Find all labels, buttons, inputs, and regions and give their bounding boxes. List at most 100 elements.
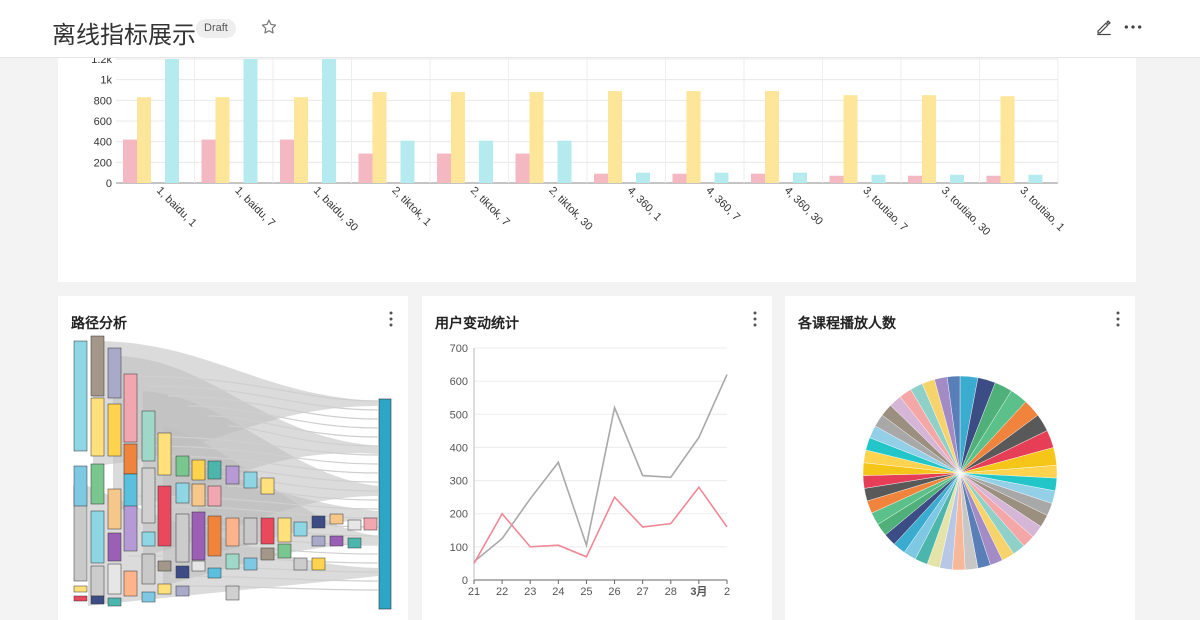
sankey-link	[127, 435, 379, 456]
sankey-node	[90, 565, 105, 597]
y-tick-label: 200	[450, 509, 468, 521]
sankey-node	[260, 547, 275, 561]
y-tick-label: 700	[450, 343, 468, 355]
bar	[672, 173, 687, 183]
sankey-node	[225, 585, 240, 601]
y-tick-label: 200	[94, 157, 112, 169]
sankey-node	[141, 591, 156, 603]
x-tick-label: 22	[496, 586, 508, 598]
x-tick-label: 3, toutiao, 1	[1017, 185, 1066, 234]
sankey-link	[187, 405, 379, 429]
page-title: 离线指标展示	[52, 21, 196, 49]
bar	[515, 153, 530, 183]
sankey-node	[277, 517, 292, 543]
sankey-node	[141, 467, 156, 524]
pencil-icon[interactable]	[1095, 18, 1113, 36]
x-tick-label: 4, 360, 7	[703, 185, 742, 224]
x-tick-label: 25	[580, 586, 592, 598]
sankey-node	[157, 560, 172, 572]
x-tick-label: 24	[552, 586, 564, 598]
sankey-node	[141, 553, 156, 585]
bar	[594, 173, 608, 183]
sankey-node	[73, 465, 88, 507]
sankey-node	[107, 488, 122, 530]
bar	[636, 172, 650, 183]
sankey-node	[157, 583, 172, 595]
x-tick-label: 4, 360, 30	[782, 185, 825, 228]
bar	[843, 95, 858, 183]
sankey-node	[107, 532, 122, 562]
x-tick-label: 21	[468, 586, 480, 598]
sankey-node	[260, 477, 275, 495]
bar	[608, 91, 622, 183]
bar	[280, 139, 294, 183]
sankey-chart	[73, 335, 392, 610]
bar	[529, 92, 544, 183]
sankey-node	[363, 517, 378, 531]
sankey-node	[293, 557, 308, 571]
bar	[400, 140, 415, 183]
sankey-node	[90, 397, 105, 457]
sankey-node	[191, 560, 206, 572]
sankey-link	[187, 585, 379, 591]
sankey-node	[73, 585, 88, 593]
sankey-node	[293, 521, 308, 537]
sankey-node	[207, 515, 222, 557]
sankey-node	[207, 460, 222, 480]
sankey-node	[225, 517, 240, 547]
bar	[201, 139, 216, 183]
sankey-node	[90, 335, 105, 397]
bar	[123, 139, 137, 183]
x-tick-label: 2, tiktok, 1	[389, 185, 433, 229]
sankey-link	[167, 395, 379, 420]
sankey-node	[107, 597, 122, 607]
sankey-node	[225, 553, 240, 570]
bar	[322, 59, 336, 183]
sankey-node	[347, 537, 362, 549]
more-horizontal-icon[interactable]	[1123, 18, 1143, 36]
y-tick-label: 1.2k	[91, 58, 112, 66]
sankey-node	[260, 517, 275, 545]
sankey-node	[311, 535, 326, 547]
star-icon[interactable]	[260, 18, 278, 36]
bar	[437, 153, 451, 183]
sankey-node	[123, 570, 138, 597]
y-tick-label: 400	[450, 442, 468, 454]
sankey-link	[207, 415, 379, 438]
more-vertical-icon[interactable]	[1115, 311, 1121, 327]
sankey-node	[107, 403, 122, 457]
bar	[950, 174, 964, 183]
sankey-node	[225, 465, 240, 485]
sankey-link	[127, 495, 379, 510]
more-vertical-icon[interactable]	[752, 311, 758, 327]
more-vertical-icon[interactable]	[388, 311, 394, 327]
sankey-node	[141, 410, 156, 462]
bar	[793, 172, 807, 183]
sankey-link	[227, 485, 379, 501]
sankey-node	[207, 485, 222, 507]
x-tick-label: 1, baidu, 30	[311, 185, 360, 234]
sankey-node	[175, 455, 190, 477]
y-tick-label: 100	[450, 542, 468, 554]
sankey-node	[123, 443, 138, 475]
bar	[714, 172, 729, 183]
sankey-node	[243, 557, 258, 571]
card-title: 路径分析	[71, 316, 127, 332]
sankey-node	[175, 513, 190, 563]
y-tick-label: 800	[94, 95, 112, 107]
x-tick-label: 26	[608, 586, 620, 598]
x-tick-label: 1, baidu, 1	[154, 185, 199, 230]
course-plays-card: 各课程播放人数	[785, 296, 1135, 620]
pie-slice	[946, 375, 961, 474]
sankey-link	[227, 425, 379, 447]
card-title: 用户变动统计	[435, 316, 519, 332]
sankey-link	[207, 475, 379, 492]
sankey-node	[175, 482, 190, 504]
header-bar: 离线指标展示 Draft	[0, 0, 1200, 58]
bar	[1000, 96, 1015, 183]
sankey-node	[243, 471, 258, 489]
bar	[871, 174, 886, 183]
sankey-node	[107, 563, 122, 595]
bar	[686, 91, 701, 183]
sankey-node	[175, 585, 190, 597]
